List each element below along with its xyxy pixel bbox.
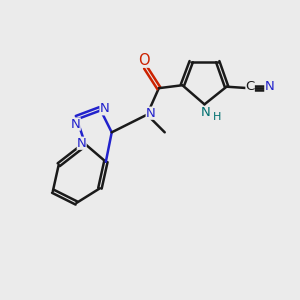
Text: N: N	[71, 118, 81, 130]
Text: N: N	[77, 137, 87, 150]
Text: N: N	[100, 102, 109, 115]
Text: C: C	[245, 80, 255, 93]
Text: O: O	[138, 53, 150, 68]
Text: N: N	[201, 106, 211, 119]
Text: H: H	[213, 112, 221, 122]
Text: N: N	[264, 80, 274, 93]
Text: N: N	[146, 107, 155, 120]
